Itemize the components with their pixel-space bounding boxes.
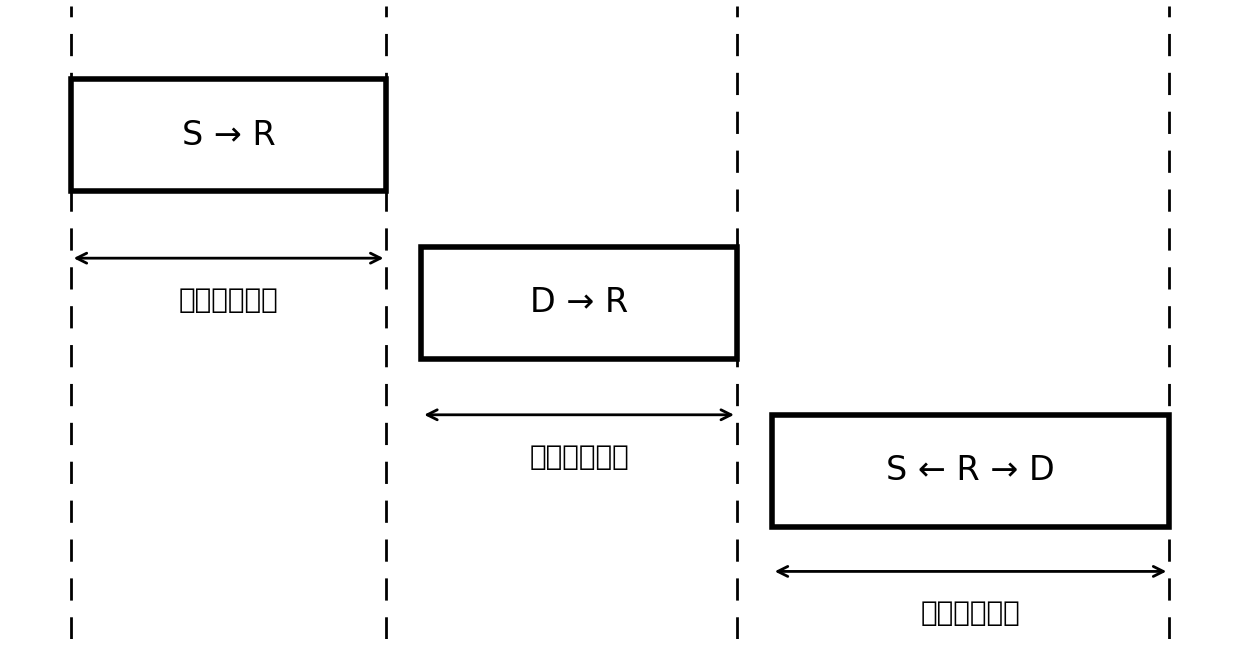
Bar bbox=[71, 79, 387, 191]
Text: D → R: D → R bbox=[529, 286, 629, 319]
Bar bbox=[771, 415, 1169, 527]
Text: 第三传输阶段: 第三传输阶段 bbox=[920, 599, 1021, 628]
Text: S ← R → D: S ← R → D bbox=[887, 454, 1055, 487]
Text: S → R: S → R bbox=[182, 119, 275, 152]
Text: 第一传输阶段: 第一传输阶段 bbox=[179, 286, 279, 314]
Bar bbox=[422, 247, 737, 359]
Text: 第二传输阶段: 第二传输阶段 bbox=[529, 442, 629, 471]
